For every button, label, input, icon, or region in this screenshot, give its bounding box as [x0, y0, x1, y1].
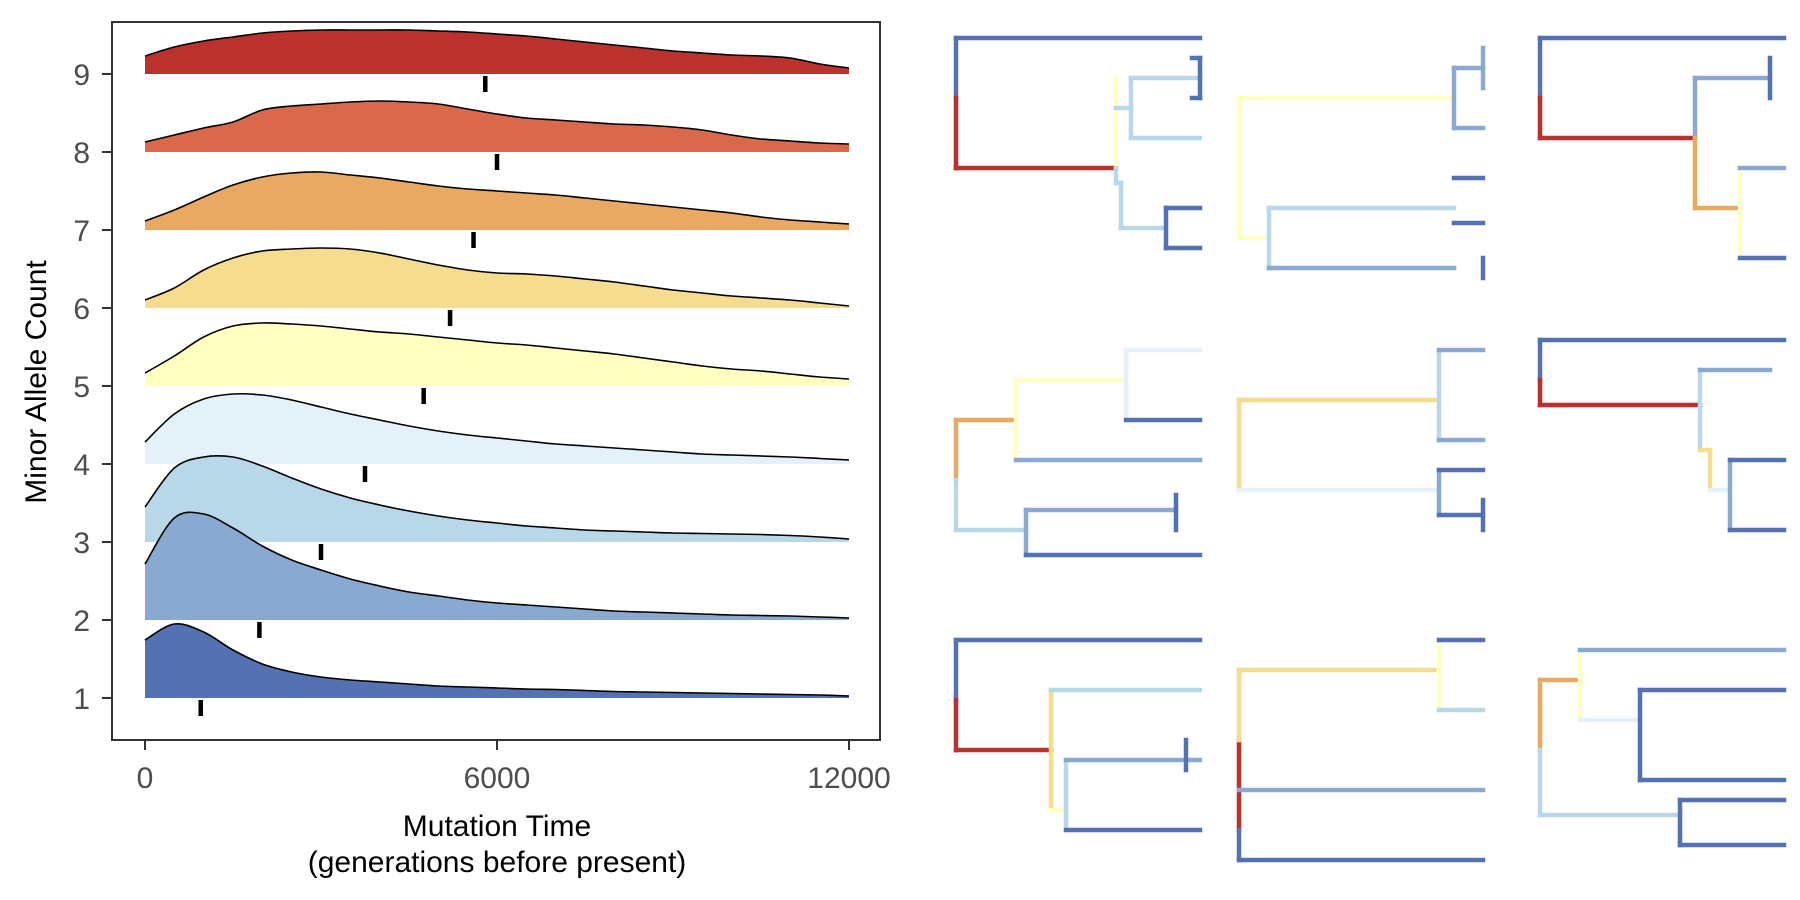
ridge-line-7	[144, 171, 850, 225]
x-tick-label-0: 0	[137, 762, 154, 795]
y-tick-label-2: 2	[73, 605, 90, 638]
ridge-line-3	[144, 454, 850, 540]
ridge-line-1	[144, 622, 850, 697]
y-tick-label-4: 4	[73, 449, 90, 482]
y-tick-label-9: 9	[73, 59, 90, 92]
ridge-line-4	[144, 392, 850, 461]
y-tick-label-6: 6	[73, 293, 90, 326]
y-tick-label-5: 5	[73, 371, 90, 404]
ridge-area-5	[145, 322, 849, 386]
tree-row3-col1	[953, 637, 1203, 833]
ridge-line-9	[144, 29, 850, 69]
x-axis: 0 6000 12000 Mutation Time (generations …	[137, 740, 891, 879]
tree-row3-col3	[1537, 647, 1787, 848]
x-axis-title: Mutation Time	[403, 810, 591, 843]
y-axis-title: Minor Allele Count	[20, 260, 53, 504]
tree-row1-col3	[1537, 35, 1787, 261]
ridge-line-8	[144, 100, 850, 145]
x-tick-label-6000: 6000	[464, 762, 531, 795]
y-tick-label-1: 1	[73, 683, 90, 716]
x-tick-label-12000: 12000	[807, 762, 890, 795]
ridge-area-7	[145, 171, 849, 230]
ridge-line-2	[144, 511, 850, 619]
ridge-area-2	[145, 512, 849, 620]
ridge-area-1	[145, 623, 849, 698]
x-axis-title-line2: (generations before present)	[308, 846, 687, 879]
ridge-area-8	[145, 101, 849, 152]
ridge-line-6	[144, 247, 850, 307]
ridgeline-chart: 0 6000 12000 Mutation Time (generations …	[20, 21, 891, 879]
ridge-line-5	[144, 322, 850, 380]
genealogy-trees	[953, 35, 1787, 863]
y-tick-label-8: 8	[73, 137, 90, 170]
y-tick-label-7: 7	[73, 215, 90, 248]
y-tick-label-3: 3	[73, 527, 90, 560]
ridge-area-4	[145, 393, 849, 464]
tree-row1-col1	[953, 35, 1203, 251]
tree-row3-col2	[1236, 637, 1486, 863]
tree-row2-col2	[1236, 347, 1486, 533]
ridges	[144, 29, 850, 698]
tree-row1-col2	[1236, 45, 1486, 281]
tree-row2-col1	[953, 347, 1203, 558]
ridge-area-3	[145, 455, 849, 542]
median-markers	[198, 76, 500, 716]
y-axis: 1 2 3 4 5 6 7 8 9	[73, 59, 112, 716]
tree-row2-col3	[1537, 337, 1787, 533]
ridge-area-6	[145, 248, 849, 308]
ridge-area-9	[145, 29, 849, 74]
